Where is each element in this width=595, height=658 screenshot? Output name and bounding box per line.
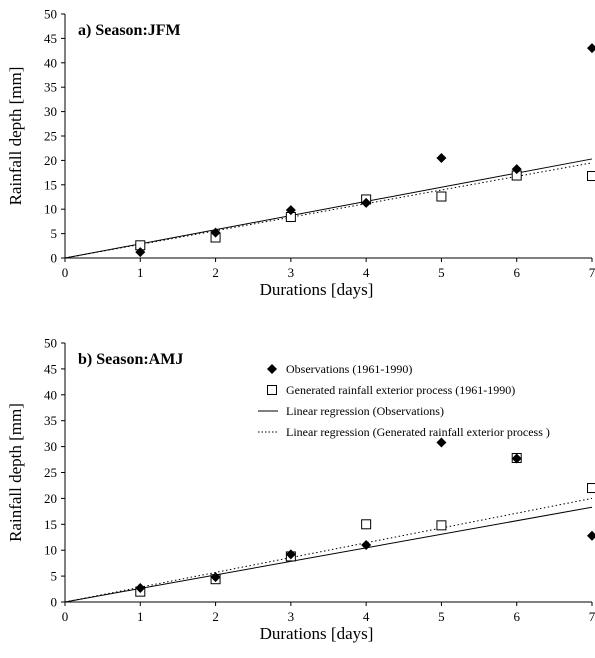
y-axis-label: Rainfall depth [mm] (6, 403, 25, 542)
x-tick-label: 7 (589, 265, 595, 280)
legend-symbol (267, 385, 277, 395)
regression-line-generated (64, 162, 593, 259)
y-tick-label: 20 (44, 491, 57, 506)
y-tick-label: 45 (44, 31, 57, 46)
data-point-observation (285, 205, 296, 216)
y-tick-label: 25 (44, 129, 57, 144)
regression-line-observations (64, 158, 593, 259)
data-point-generated (587, 483, 595, 494)
legend-symbol (267, 364, 277, 374)
x-axis-label: Durations [days] (260, 624, 374, 643)
y-tick-label: 15 (44, 517, 57, 532)
data-point-generated (587, 171, 595, 182)
x-tick-label: 2 (212, 265, 219, 280)
data-point-observation (135, 583, 146, 594)
data-point-observation (436, 437, 447, 448)
data-point-observation (511, 453, 522, 464)
data-point-observation (135, 247, 146, 258)
legend-label: Observations (1961-1990) (286, 362, 412, 376)
y-tick-label: 10 (44, 543, 57, 558)
x-axis-label: Durations [days] (260, 280, 374, 299)
legend-label: Generated rainfall exterior process (196… (286, 383, 515, 397)
x-tick-label: 3 (288, 265, 295, 280)
x-tick-label: 6 (513, 609, 520, 624)
data-point-observation (361, 540, 372, 551)
y-axis-label: Rainfall depth [mm] (6, 67, 25, 206)
y-tick-label: 0 (51, 595, 58, 610)
regression-line-generated (64, 497, 593, 603)
x-tick-label: 4 (363, 609, 370, 624)
data-point-observation (587, 43, 595, 54)
data-point-generated (361, 519, 372, 530)
panel-title: b) Season:AMJ (78, 351, 183, 368)
y-tick-label: 30 (44, 439, 57, 454)
legend: Observations (1961-1990) Generated rainfa… (258, 362, 550, 439)
panel-title: a) Season:JFM (78, 22, 181, 39)
y-tick-label: 40 (44, 55, 57, 70)
x-tick-label: 1 (137, 609, 144, 624)
data-point-observation (361, 197, 372, 208)
x-tick-label: 3 (288, 609, 295, 624)
y-tick-label: 50 (44, 7, 57, 22)
regression-line-observations (64, 506, 593, 603)
x-tick-label: 6 (513, 265, 520, 280)
x-tick-label: 2 (212, 609, 219, 624)
y-tick-label: 5 (51, 569, 58, 584)
data-point-observation (210, 227, 221, 238)
y-tick-label: 50 (44, 336, 57, 351)
y-tick-label: 45 (44, 361, 57, 376)
y-tick-label: 5 (51, 226, 58, 241)
data-point-observation (511, 164, 522, 175)
data-point-observation (210, 572, 221, 583)
data-point-observation (285, 549, 296, 560)
y-tick-label: 10 (44, 202, 57, 217)
y-tick-label: 25 (44, 465, 57, 480)
y-tick-label: 0 (51, 251, 58, 266)
data-point-observation (587, 530, 595, 541)
y-tick-label: 40 (44, 387, 57, 402)
y-tick-label: 30 (44, 104, 57, 119)
data-point-observation (436, 152, 447, 163)
legend-label: Linear regression (Observations) (286, 404, 444, 418)
x-tick-label: 4 (363, 265, 370, 280)
y-tick-label: 15 (44, 177, 57, 192)
x-tick-label: 0 (62, 265, 69, 280)
x-tick-label: 1 (137, 265, 144, 280)
data-point-generated (436, 520, 447, 531)
x-tick-label: 0 (62, 609, 69, 624)
data-point-generated (436, 191, 447, 202)
legend-label: Linear regression (Generated rainfall ex… (286, 425, 550, 439)
y-tick-label: 35 (44, 80, 57, 95)
x-tick-label: 5 (438, 609, 445, 624)
y-tick-label: 20 (44, 153, 57, 168)
x-tick-label: 7 (589, 609, 595, 624)
y-tick-label: 35 (44, 413, 57, 428)
x-tick-label: 5 (438, 265, 445, 280)
